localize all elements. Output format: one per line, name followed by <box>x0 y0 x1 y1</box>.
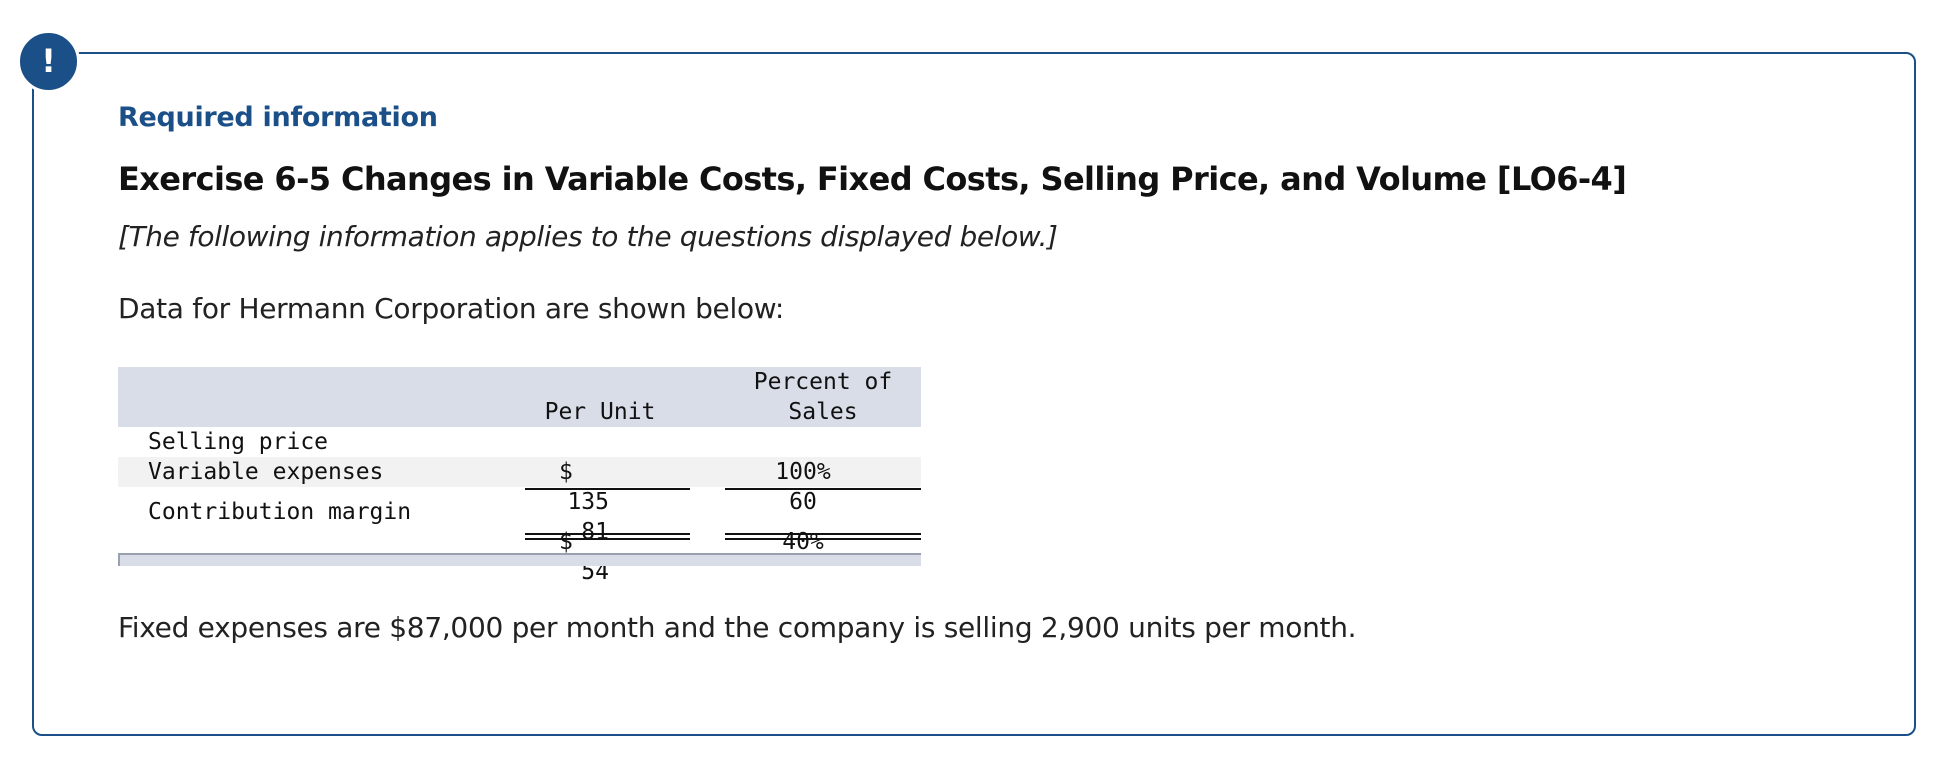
exercise-title: Exercise 6-5 Changes in Variable Costs, … <box>118 160 1627 198</box>
variable-expenses-per-unit: 81 <box>525 457 675 577</box>
table-footer-band <box>118 553 921 566</box>
fixed-expenses-text: Fixed expenses are $87,000 per month and… <box>118 611 1357 644</box>
required-information-heading: Required information <box>118 102 438 133</box>
column-header-percent-line1: Percent of <box>753 369 893 395</box>
instructions-text: [The following information applies to th… <box>118 220 1058 253</box>
exclamation-icon: ! <box>17 30 80 93</box>
value: 60 <box>789 489 817 515</box>
value: 100% <box>775 459 831 485</box>
row-label-variable-expenses: Variable expenses <box>148 459 384 485</box>
contribution-margin-percent: 40% <box>725 497 921 587</box>
subtotal-rule-percent <box>725 488 921 490</box>
value: 135 <box>567 489 609 515</box>
total-double-rule-per-unit <box>525 533 690 540</box>
currency-symbol: $ <box>559 459 573 485</box>
intro-text: Data for Hermann Corporation are shown b… <box>118 292 784 325</box>
column-header-per-unit: Per Unit <box>544 399 656 425</box>
table-header-band <box>118 367 921 427</box>
row-label-selling-price: Selling price <box>148 429 329 455</box>
row-label-contribution-margin: Contribution margin <box>148 499 412 525</box>
subtotal-rule-per-unit <box>525 488 690 490</box>
cost-data-table: Per Unit Percent of Sales Selling price … <box>118 367 921 585</box>
selling-price-per-unit: $ 135 <box>525 427 675 547</box>
selling-price-percent: 100% <box>725 427 921 517</box>
total-double-rule-percent <box>725 533 921 540</box>
currency-symbol: $ <box>559 529 573 555</box>
column-header-percent-line2: Sales <box>788 399 858 425</box>
variable-expenses-percent: 60 <box>725 457 921 547</box>
value: 81 <box>581 519 609 545</box>
table-row-stripe <box>118 457 921 487</box>
